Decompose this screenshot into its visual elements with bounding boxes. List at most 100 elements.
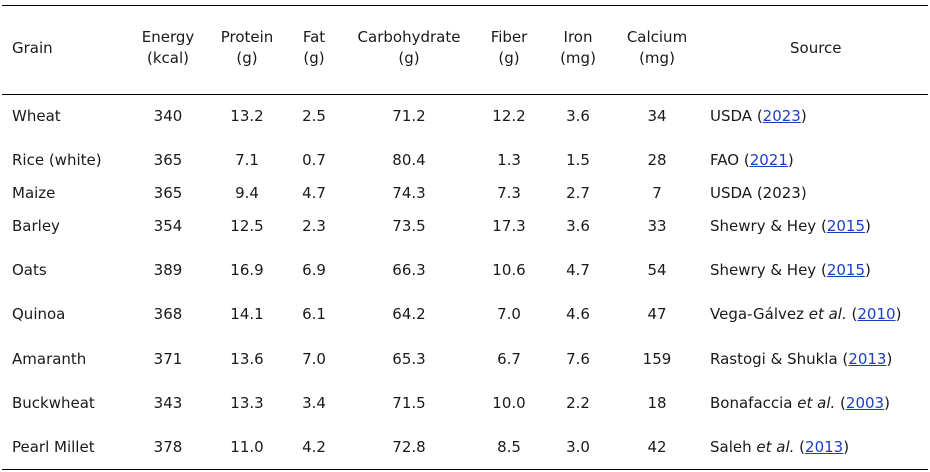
cell-grain: Rice (white) (12, 151, 102, 169)
cell-calcium: 42 (647, 438, 667, 456)
cell-source: Shewry & Hey (2015) (710, 216, 871, 236)
source-close: ) (787, 151, 794, 169)
cell-fiber: 7.3 (497, 184, 521, 202)
cell-iron: 4.7 (566, 261, 590, 279)
cell-source: Vega-Gálvez et al. (2010) (710, 304, 901, 324)
cell-source: USDA (2023) (710, 106, 807, 126)
table-bottom-rule (2, 469, 928, 470)
source-close: ) (884, 394, 890, 412)
source-etal: et al. (797, 394, 836, 412)
header-fiber: Fiber (g) (429, 27, 589, 69)
cell-source: Rastogi & Shukla (2013) (710, 349, 892, 369)
cell-grain: Barley (12, 217, 60, 235)
source-year-link[interactable]: 2013 (848, 350, 887, 368)
cell-fiber: 8.5 (497, 438, 521, 456)
cell-fat: 6.1 (302, 305, 326, 323)
header-carbohydrate: Carbohydrate (g) (329, 27, 489, 69)
cell-carbohydrate: 80.4 (392, 151, 426, 169)
header-energy: Energy (kcal) (88, 27, 248, 69)
source-year-link[interactable]: 2013 (805, 438, 844, 456)
source-year-link[interactable]: 2015 (826, 261, 865, 279)
source-close: ) (843, 438, 850, 456)
source-text: Shewry & Hey ( (710, 217, 827, 235)
cell-protein: 16.9 (230, 261, 264, 279)
cell-source: FAO (2021) (710, 150, 794, 170)
cell-energy: 365 (153, 151, 183, 169)
source-year-link[interactable]: 2003 (845, 394, 885, 412)
header-carbohydrate-unit: (g) (398, 49, 420, 67)
cell-energy: 354 (153, 217, 183, 235)
source-close: ) (800, 107, 807, 125)
cell-energy: 378 (153, 438, 183, 456)
header-calcium: Calcium (mg) (577, 27, 737, 69)
cell-protein: 7.1 (235, 151, 259, 169)
cell-carbohydrate: 74.3 (392, 184, 426, 202)
source-paren: ( (846, 305, 858, 323)
source-text: FAO ( (710, 151, 750, 169)
source-close: ) (865, 217, 871, 235)
cell-energy: 368 (153, 305, 183, 323)
cell-iron: 4.6 (566, 305, 590, 323)
source-year-link[interactable]: 2010 (857, 305, 896, 323)
cell-fat: 2.5 (302, 107, 326, 125)
cell-carbohydrate: 72.8 (392, 438, 426, 456)
header-iron: Iron (mg) (498, 27, 658, 69)
header-protein: Protein (g) (167, 27, 327, 69)
header-energy-unit: (kcal) (147, 49, 189, 67)
cell-iron: 2.7 (566, 184, 590, 202)
cell-fiber: 17.3 (492, 217, 526, 235)
source-year-link[interactable]: 2023 (762, 107, 801, 125)
cell-energy: 389 (153, 261, 183, 279)
cell-iron: 3.0 (566, 438, 590, 456)
cell-iron: 3.6 (566, 107, 590, 125)
cell-iron: 1.5 (566, 151, 590, 169)
cell-carbohydrate: 66.3 (392, 261, 426, 279)
cell-grain: Pearl Millet (12, 438, 95, 456)
cell-calcium: 18 (647, 394, 667, 412)
source-close: ) (886, 350, 893, 368)
header-protein-unit: (g) (236, 49, 258, 67)
cell-source: USDA (2023) (710, 183, 807, 203)
header-protein-label: Protein (220, 28, 274, 46)
cell-carbohydrate: 71.2 (392, 107, 426, 125)
header-fat-label: Fat (302, 28, 326, 46)
source-paren: ( (794, 438, 806, 456)
header-energy-label: Energy (141, 28, 195, 46)
cell-calcium: 33 (647, 217, 667, 235)
cell-protein: 13.6 (230, 350, 264, 368)
source-year-link[interactable]: 2021 (749, 151, 788, 169)
source-text: USDA ( (710, 184, 763, 202)
header-source-label: Source (790, 39, 842, 57)
header-fiber-label: Fiber (490, 28, 528, 46)
cell-calcium: 7 (652, 184, 662, 202)
cell-calcium: 54 (647, 261, 667, 279)
cell-carbohydrate: 64.2 (392, 305, 426, 323)
cell-grain: Oats (12, 261, 47, 279)
source-text: Shewry & Hey ( (710, 261, 827, 279)
source-text: USDA ( (710, 107, 763, 125)
cell-fiber: 10.0 (492, 394, 526, 412)
cell-fat: 7.0 (302, 350, 326, 368)
cell-iron: 2.2 (566, 394, 590, 412)
header-calcium-unit: (mg) (639, 49, 675, 67)
cell-carbohydrate: 65.3 (392, 350, 426, 368)
cell-energy: 365 (153, 184, 183, 202)
header-grain-label: Grain (12, 39, 53, 57)
header-fat-unit: (g) (303, 49, 325, 67)
cell-protein: 11.0 (230, 438, 264, 456)
source-text: Bonafaccia (710, 394, 798, 412)
cell-fat: 4.7 (302, 184, 326, 202)
table-header-rule (2, 94, 928, 95)
source-text: Rastogi & Shukla ( (710, 350, 849, 368)
source-close: ) (895, 305, 902, 323)
cell-fiber: 10.6 (492, 261, 526, 279)
cell-fat: 0.7 (302, 151, 326, 169)
source-year-link[interactable]: 2015 (826, 217, 865, 235)
header-carbohydrate-label: Carbohydrate (357, 28, 461, 46)
cell-carbohydrate: 71.5 (392, 394, 426, 412)
source-etal: et al. (808, 305, 847, 323)
header-iron-unit: (mg) (560, 49, 596, 67)
cell-energy: 371 (153, 350, 183, 368)
header-fat: Fat (g) (234, 27, 394, 69)
header-calcium-label: Calcium (626, 28, 688, 46)
